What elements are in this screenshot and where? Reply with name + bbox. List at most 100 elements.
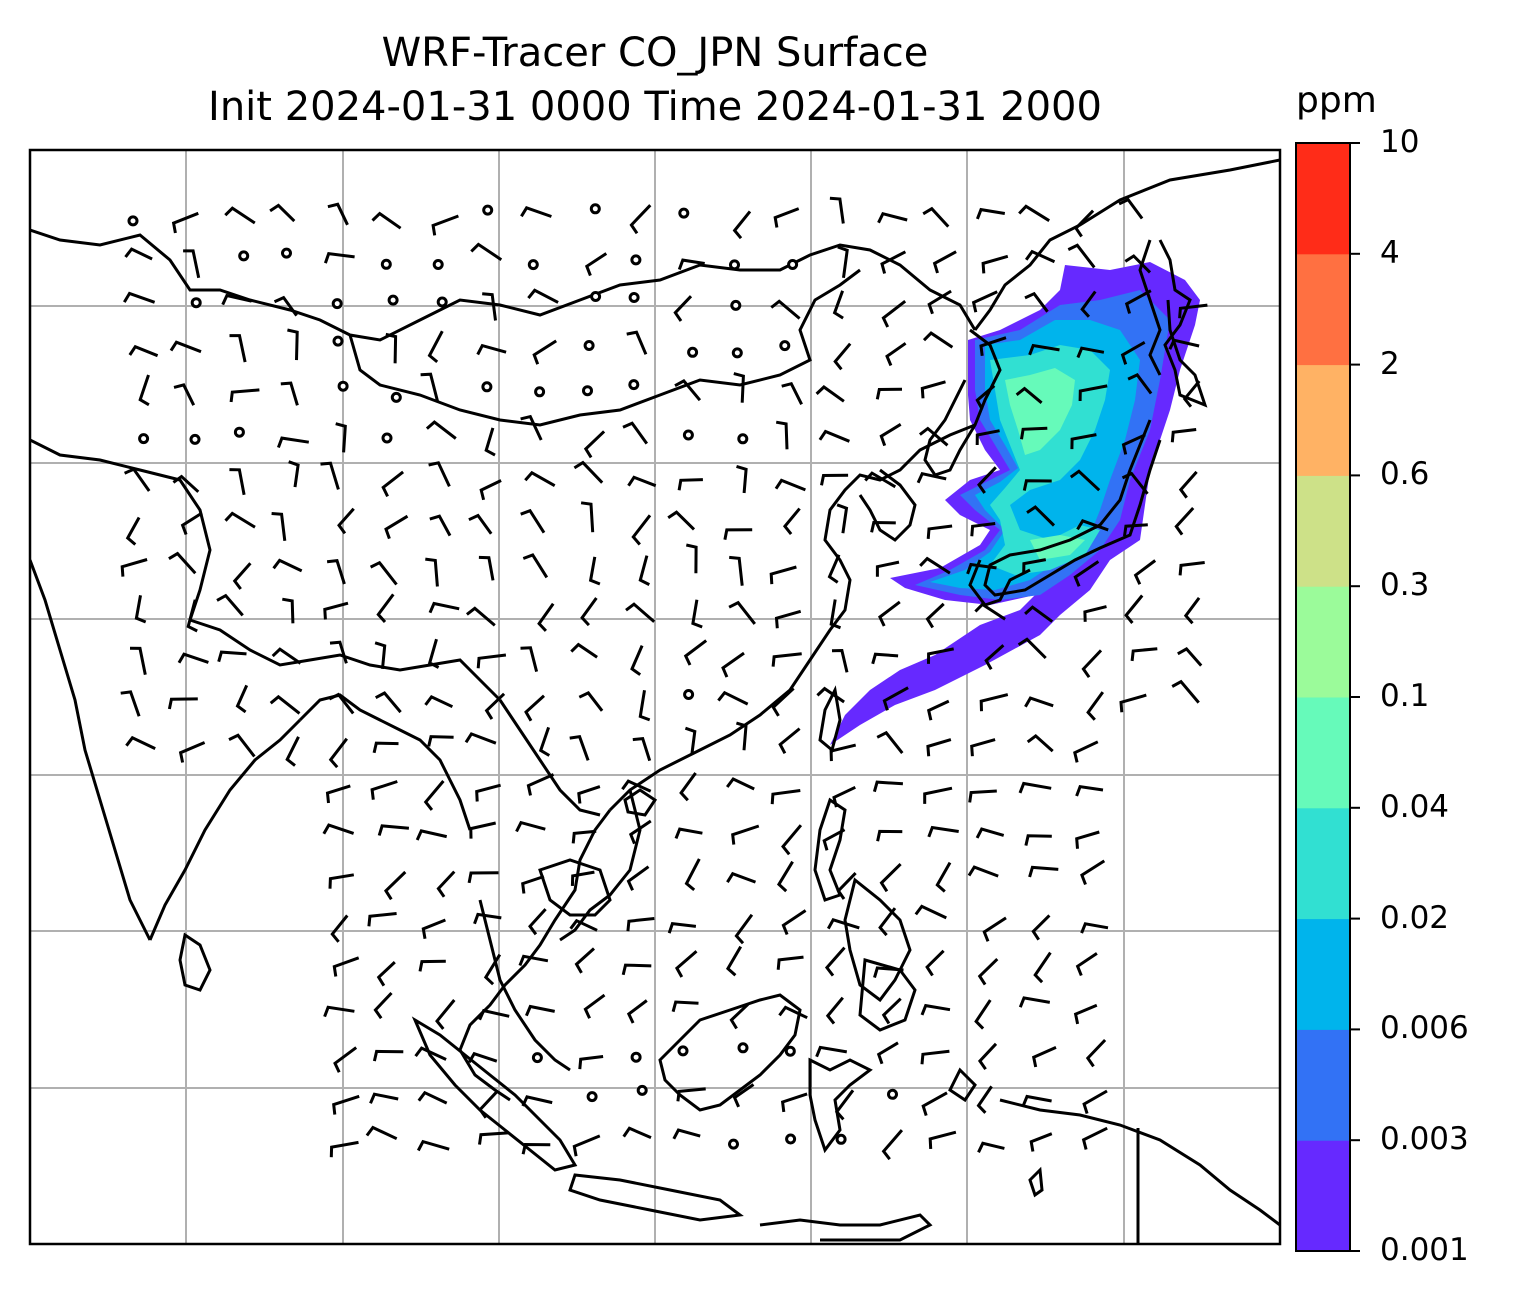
wind-barb <box>1124 289 1152 314</box>
wind-barb <box>328 737 348 769</box>
wind-barb <box>773 207 800 228</box>
wind-barb <box>520 508 546 534</box>
wind-barb <box>326 558 346 585</box>
wind-barb <box>781 824 803 856</box>
wind-barb <box>927 825 959 838</box>
calm-wind-marker <box>387 294 399 306</box>
wind-barb <box>622 1126 652 1139</box>
wind-barb <box>578 1055 604 1070</box>
colorbar-swatch <box>1296 143 1350 255</box>
coast-japan-main <box>983 419 1162 597</box>
calm-wind-marker <box>779 340 791 352</box>
wind-barb <box>518 954 549 967</box>
wind-barb <box>1168 338 1200 350</box>
calm-wind-marker <box>785 1133 797 1145</box>
calm-wind-marker <box>380 258 392 270</box>
wind-barb <box>775 420 789 450</box>
wind-barb <box>674 378 702 402</box>
chart-title-line1: WRF-Tracer CO_JPN Surface <box>381 30 929 76</box>
map-plot-area <box>30 150 1280 1244</box>
colorbar-swatch <box>1296 697 1350 809</box>
wind-barb <box>774 609 802 629</box>
wind-barb <box>926 524 953 540</box>
wind-barb <box>183 249 201 279</box>
wind-barb <box>879 423 902 447</box>
calm-wind-marker <box>337 380 349 392</box>
wind-barb <box>271 512 287 541</box>
calm-wind-marker <box>731 347 743 359</box>
wind-barb <box>984 644 1005 671</box>
wind-barb <box>467 1051 498 1064</box>
wind-barb <box>569 735 590 761</box>
coast-sri-lanka <box>178 932 212 992</box>
wind-barb <box>832 785 856 808</box>
wind-barb <box>729 555 744 586</box>
wind-barb <box>470 242 503 261</box>
wind-barb <box>679 772 697 802</box>
wind-barb <box>571 829 597 844</box>
wind-barb <box>1082 1089 1108 1115</box>
wind-barb <box>376 961 396 987</box>
calm-wind-marker <box>677 1045 689 1057</box>
calm-wind-marker <box>281 247 292 259</box>
wind-barb <box>875 387 903 400</box>
wind-barb <box>1070 433 1097 450</box>
wind-barb <box>873 966 904 979</box>
coast-china <box>608 423 976 812</box>
wind-barb <box>569 918 598 932</box>
wind-barb <box>975 384 996 410</box>
wind-barb <box>626 999 648 1024</box>
wind-barb <box>632 736 652 762</box>
wind-barb <box>288 460 300 488</box>
wind-barb <box>478 1008 510 1021</box>
wind-barb <box>976 207 1006 220</box>
calm-wind-marker <box>586 1091 598 1103</box>
border-himalaya <box>189 618 502 702</box>
wind-barb <box>1015 386 1043 404</box>
wind-barb <box>736 464 748 494</box>
wind-barb <box>425 557 439 587</box>
wind-barb <box>1031 914 1051 941</box>
wind-barb <box>771 687 795 717</box>
wind-barb <box>1083 605 1107 622</box>
wind-barb <box>638 690 651 722</box>
wind-barb <box>721 651 745 678</box>
colorbar-unit: ppm <box>1296 80 1377 121</box>
chart-title-line2: Init 2024-01-31 0000 Time 2024-01-31 200… <box>208 84 1102 130</box>
wind-barb <box>820 473 849 486</box>
wind-barb <box>1123 523 1148 537</box>
wind-barb <box>1024 291 1049 313</box>
wind-barb <box>1075 952 1098 977</box>
wind-barb <box>921 1091 948 1117</box>
wind-barb <box>1177 646 1203 667</box>
wind-barb <box>731 824 760 845</box>
calm-wind-marker <box>730 299 742 311</box>
wind-barb <box>468 513 493 535</box>
wind-barb <box>177 652 209 664</box>
calm-wind-marker <box>381 432 393 444</box>
wind-barb <box>1024 605 1054 623</box>
wind-barb <box>577 785 601 804</box>
wind-barb <box>1076 518 1109 532</box>
calm-wind-marker <box>628 292 640 303</box>
wind-barb <box>371 211 402 230</box>
wind-barb <box>970 522 996 537</box>
wind-barb <box>977 1042 998 1071</box>
wind-barb <box>771 652 802 667</box>
wind-barb <box>327 202 349 226</box>
wind-barb <box>628 819 652 845</box>
wind-barb <box>725 945 742 977</box>
calm-wind-marker <box>728 1138 739 1150</box>
wind-barb <box>684 858 701 892</box>
calm-wind-marker <box>390 391 402 403</box>
wind-barb <box>667 921 697 934</box>
colorbar-swatch <box>1296 253 1350 366</box>
wind-barb <box>1119 693 1147 713</box>
wind-barb <box>584 252 608 277</box>
wind-barb <box>1130 647 1158 662</box>
wind-barb <box>627 475 657 488</box>
wind-barb <box>780 1092 808 1113</box>
wind-barb <box>920 1003 951 1016</box>
wind-barb <box>770 299 801 320</box>
